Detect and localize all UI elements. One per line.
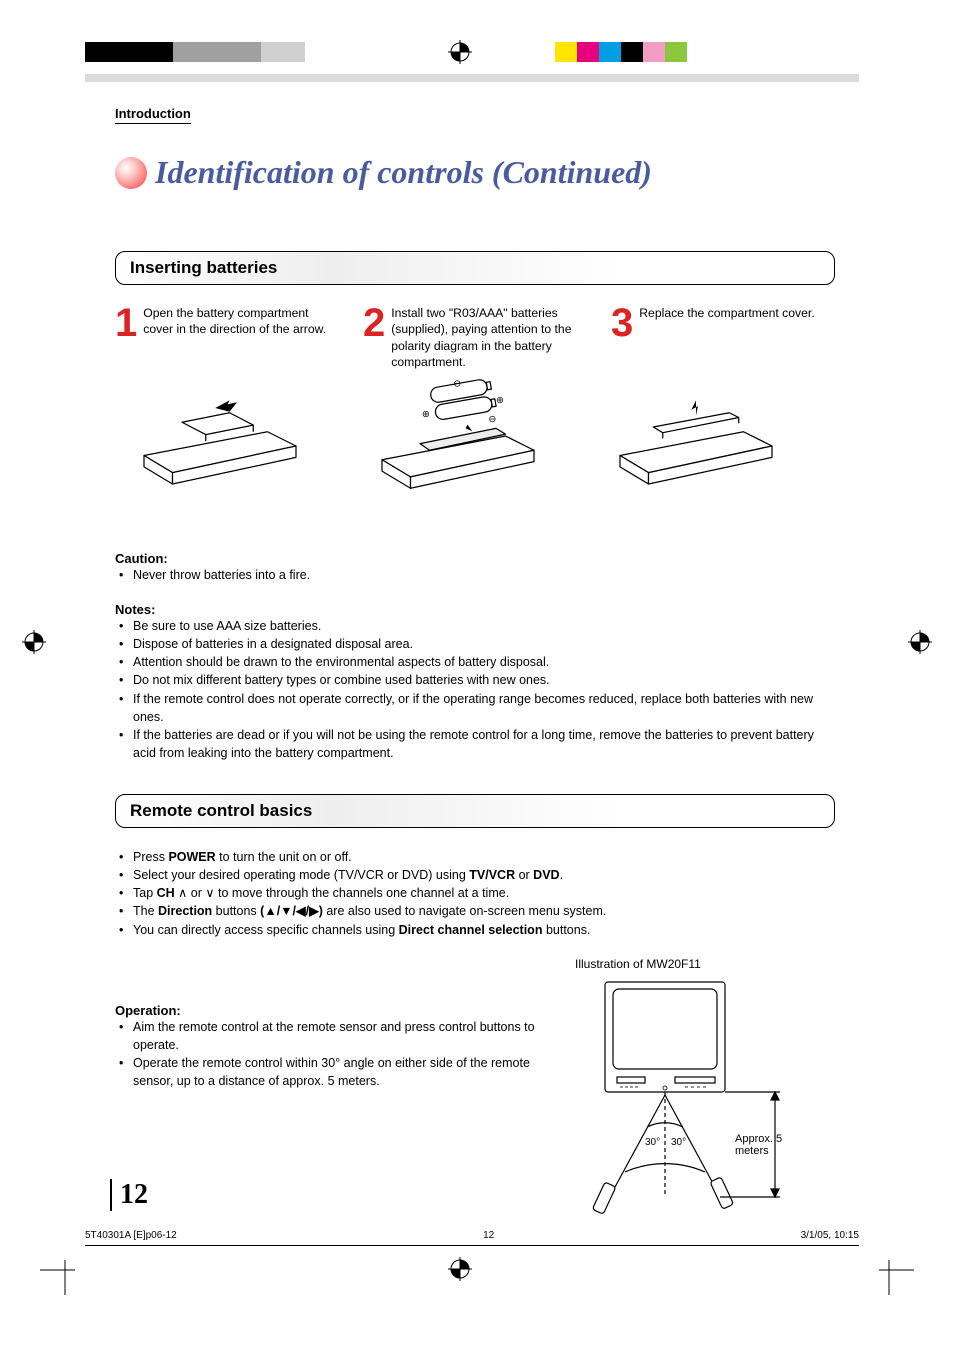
left-color-strip xyxy=(85,42,305,62)
angle-right-label: 30° xyxy=(671,1137,686,1148)
footer-sheet: 12 xyxy=(483,1230,494,1241)
step-number: 3 xyxy=(611,305,633,371)
operation-item: Aim the remote control at the remote sen… xyxy=(119,1018,555,1054)
step-2: 2 Install two "R03/AAA" batteries (suppl… xyxy=(363,305,583,371)
page-number: 12 xyxy=(110,1179,148,1211)
step-text: Open the battery compartment cover in th… xyxy=(143,305,335,371)
illustration-label: Illustration of MW20F11 xyxy=(575,957,835,971)
header-grey-bar xyxy=(85,74,859,82)
note-item: If the remote control does not operate c… xyxy=(119,690,835,726)
note-item: Dispose of batteries in a designated dis… xyxy=(119,635,835,653)
registration-mark-top xyxy=(448,40,472,64)
step-number: 2 xyxy=(363,305,385,371)
step-1: 1 Open the battery compartment cover in … xyxy=(115,305,335,371)
step-2-illustration: ⊕ ⊖ ⊕ ⊖ xyxy=(353,381,563,501)
remote-item: Press POWER to turn the unit on or off. xyxy=(119,848,835,866)
inserting-batteries-heading: Inserting batteries xyxy=(115,251,835,285)
operation-item: Operate the remote control within 30° an… xyxy=(119,1054,555,1090)
crop-mark-br xyxy=(864,1245,914,1295)
footer-date: 3/1/05, 10:15 xyxy=(801,1230,859,1241)
section-label: Introduction xyxy=(115,106,191,124)
tv-illustration: 30° 30° Approx. 5meters xyxy=(575,977,815,1227)
step-text: Replace the compartment cover. xyxy=(639,305,814,371)
step-number: 1 xyxy=(115,305,137,371)
svg-text:⊕: ⊕ xyxy=(496,395,504,406)
battery-steps: 1 Open the battery compartment cover in … xyxy=(115,305,835,371)
registration-mark-right xyxy=(908,630,932,654)
caution-heading: Caution: xyxy=(115,551,835,566)
registration-mark-bottom xyxy=(448,1257,472,1281)
note-item: Attention should be drawn to the environ… xyxy=(119,653,835,671)
caution-item: Never throw batteries into a fire. xyxy=(119,566,835,584)
remote-basics-heading: Remote control basics xyxy=(115,794,835,828)
operation-list: Aim the remote control at the remote sen… xyxy=(119,1018,555,1091)
notes-list: Be sure to use AAA size batteries. Dispo… xyxy=(119,617,835,762)
caution-list: Never throw batteries into a fire. xyxy=(119,566,835,584)
step-3-illustration xyxy=(591,381,801,501)
step-3: 3 Replace the compartment cover. xyxy=(611,305,831,371)
note-item: Do not mix different battery types or co… xyxy=(119,671,835,689)
registration-mark-left xyxy=(22,630,46,654)
remote-item: Select your desired operating mode (TV/V… xyxy=(119,866,835,884)
note-item: If the batteries are dead or if you will… xyxy=(119,726,835,762)
remote-item: You can directly access specific channel… xyxy=(119,921,835,939)
step-1-illustration xyxy=(115,381,325,501)
title-sphere-icon xyxy=(115,157,147,189)
footer-doc-id: 5T40301A [E]p06-12 xyxy=(85,1230,177,1241)
notes-heading: Notes: xyxy=(115,602,835,617)
remote-basics-list: Press POWER to turn the unit on or off. … xyxy=(119,848,835,939)
note-item: Be sure to use AAA size batteries. xyxy=(119,617,835,635)
crop-mark-bl xyxy=(40,1245,90,1295)
footer-bar: 5T40301A [E]p06-12 12 3/1/05, 10:15 xyxy=(85,1230,859,1246)
svg-text:⊖: ⊖ xyxy=(488,414,496,425)
operation-heading: Operation: xyxy=(115,1003,555,1018)
svg-text:⊖: ⊖ xyxy=(453,379,461,390)
right-color-strip xyxy=(555,42,687,62)
remote-item: Tap CH ∧ or ∨ to move through the channe… xyxy=(119,884,835,902)
page-title: Identification of controls (Continued) xyxy=(155,154,652,191)
svg-text:⊕: ⊕ xyxy=(422,409,430,420)
remote-item: The Direction buttons (▲/▼/◀/▶) are also… xyxy=(119,902,835,920)
angle-left-label: 30° xyxy=(645,1137,660,1148)
step-text: Install two "R03/AAA" batteries (supplie… xyxy=(391,305,583,371)
